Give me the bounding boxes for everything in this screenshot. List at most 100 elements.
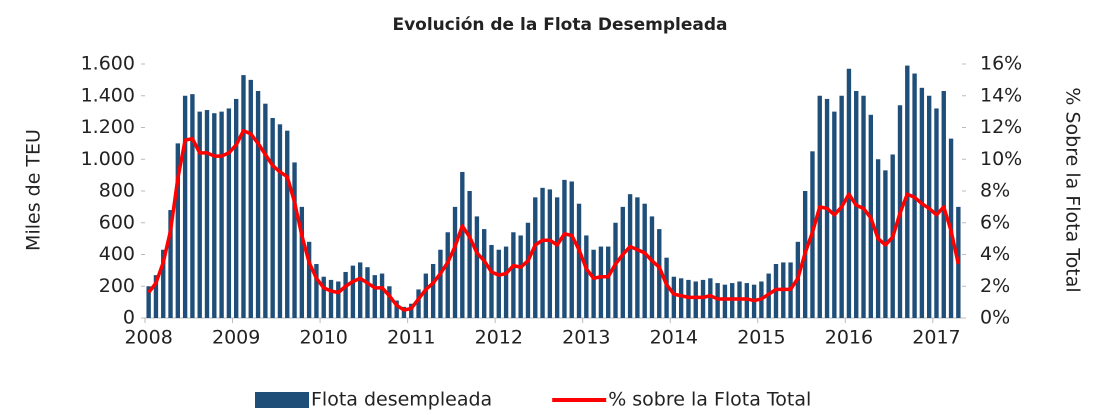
bar	[657, 229, 662, 318]
bar	[285, 130, 290, 318]
y2-tick-label: 4%	[980, 243, 1010, 265]
bar	[350, 265, 356, 318]
bar	[503, 246, 509, 318]
bar	[409, 303, 414, 318]
bar	[197, 111, 202, 318]
bar	[562, 179, 567, 318]
bar	[941, 90, 946, 318]
y-tick-label: 1.600	[81, 53, 135, 75]
chart-title: Evolución de la Flota Desempleada	[392, 15, 727, 35]
x-tick-label: 2011	[387, 327, 435, 349]
bar	[306, 241, 312, 318]
bar	[168, 210, 173, 318]
y2-tick-label: 14%	[980, 84, 1022, 106]
bar	[467, 191, 472, 318]
bar	[438, 249, 443, 318]
bar	[263, 103, 268, 318]
y-tick-label: 600	[99, 211, 135, 233]
bar	[190, 94, 195, 318]
x-tick-label: 2009	[212, 327, 260, 349]
bar	[314, 264, 319, 318]
bar	[372, 275, 377, 318]
bar	[584, 235, 589, 318]
bar	[343, 271, 348, 318]
bar	[722, 284, 728, 318]
bar	[219, 111, 224, 318]
bar	[540, 187, 545, 318]
bar	[452, 206, 458, 318]
bar	[182, 95, 188, 318]
y-axis-label: Miles de TEU	[23, 129, 45, 251]
bar	[606, 246, 611, 318]
bar	[635, 197, 640, 318]
bar	[292, 162, 297, 318]
bar	[204, 110, 210, 318]
bar	[576, 203, 582, 318]
bar	[423, 273, 429, 318]
bar	[620, 206, 625, 318]
x-tick-label: 2012	[475, 327, 523, 349]
legend-label: Flota desempleada	[311, 389, 492, 411]
bar	[511, 232, 516, 318]
y-tick-label: 400	[99, 243, 135, 265]
bar	[277, 124, 283, 318]
bar	[518, 235, 523, 318]
bar	[671, 276, 677, 318]
bar	[547, 189, 553, 318]
bar	[649, 216, 655, 318]
bar	[525, 222, 531, 318]
bar	[299, 206, 305, 318]
legend-label: % sobre la Flota Total	[608, 389, 811, 411]
bar	[482, 229, 487, 318]
bar	[693, 281, 698, 318]
bar	[255, 90, 261, 318]
bar	[905, 65, 910, 319]
legend-swatch	[255, 392, 309, 408]
y2-tick-label: 0%	[980, 307, 1010, 329]
bar	[591, 249, 596, 318]
bar	[489, 244, 494, 318]
x-tick-label: 2013	[562, 327, 610, 349]
y-tick-label: 800	[99, 180, 135, 202]
bar	[554, 197, 560, 318]
x-tick-label: 2010	[300, 327, 348, 349]
bar	[627, 194, 633, 318]
bar	[533, 197, 538, 318]
bar	[445, 232, 450, 318]
bar	[226, 108, 232, 318]
bar	[270, 117, 275, 318]
bar	[153, 275, 159, 318]
x-tick-label: 2015	[737, 327, 785, 349]
y2-tick-label: 12%	[980, 116, 1022, 138]
bar	[394, 300, 399, 318]
bar	[613, 222, 618, 318]
y-tick-label: 1.400	[81, 84, 135, 106]
bar	[336, 281, 341, 318]
bar	[233, 98, 239, 318]
bar	[430, 264, 436, 318]
y2-tick-label: 16%	[980, 53, 1022, 75]
y2-tick-label: 6%	[980, 211, 1010, 233]
y2-axis-label: % Sobre la Flota Total	[1062, 87, 1084, 292]
bar	[401, 306, 407, 318]
bar	[146, 286, 151, 318]
bar	[460, 171, 465, 318]
y-tick-label: 200	[99, 275, 135, 297]
x-tick-label: 2008	[124, 327, 172, 349]
y2-tick-label: 2%	[980, 275, 1010, 297]
bar	[569, 181, 574, 318]
bar	[416, 289, 421, 318]
bar	[241, 75, 246, 318]
bar	[678, 278, 684, 318]
bar	[161, 249, 166, 318]
bar	[598, 246, 604, 318]
bar	[496, 249, 501, 318]
y-tick-label: 1.000	[81, 148, 135, 170]
bar	[248, 79, 253, 318]
bar	[379, 273, 385, 318]
bar	[321, 276, 326, 318]
line	[147, 128, 961, 312]
bar	[175, 143, 181, 318]
bar	[474, 216, 480, 318]
